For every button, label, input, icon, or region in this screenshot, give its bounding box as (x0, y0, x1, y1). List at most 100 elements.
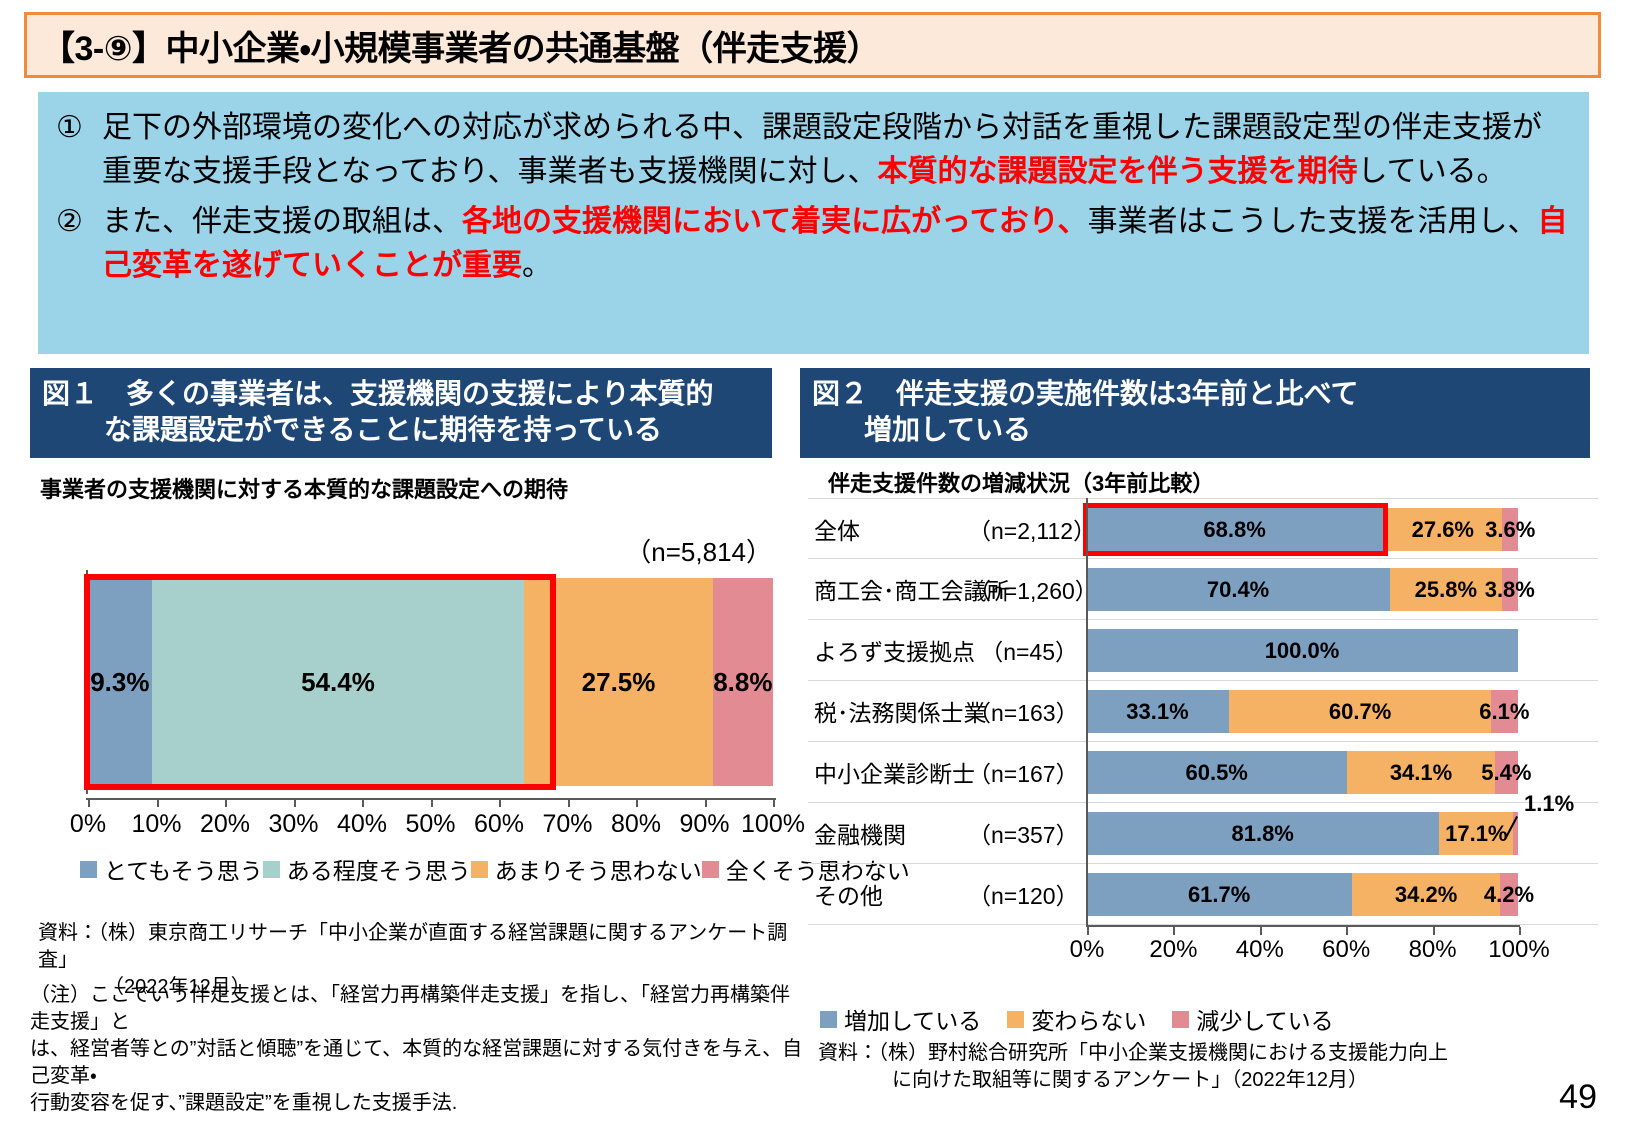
figure1-note-line3: 行動変容を促す、”課題設定”を重視した支援手法. (30, 1092, 458, 1114)
figure2-category-label: 中小企業診断士 (814, 761, 975, 787)
figure2-segment-3: 5.4% (1481, 751, 1531, 794)
summary-2-part-2: 事業者はこうした支援を活用し、 (1087, 205, 1538, 238)
figure2-tick-label: 0% (1069, 936, 1105, 963)
figure1-tick-label: 70% (542, 810, 593, 838)
figure1-segment-3: 27.5% (524, 578, 713, 786)
figure2-sample-size: （n=167） (968, 761, 1079, 787)
summary-1-part-1: 本質的な課題設定を伴う支援を期待 (877, 155, 1358, 188)
legend-swatch-icon (262, 860, 280, 878)
figure2-segment-3: 3.6% (1485, 508, 1535, 551)
figure2-header-line1: 図２ 伴走支援の実施件数は3年前と比べて (812, 378, 1359, 409)
figure2-category-label: 金融機関 (814, 822, 906, 848)
figure2-legend-item-1[interactable]: 増加している (820, 1002, 981, 1036)
figure2-segment-2: 25.8% (1390, 568, 1502, 611)
figure2-segment-label: 3.6% (1485, 516, 1536, 542)
figure2-legend-label: 減少している (1196, 1008, 1334, 1034)
figure2-legend-label: 変わらない (1031, 1008, 1147, 1034)
figure1-legend-label: ある程度そう思う (286, 858, 471, 884)
figure2-segment-1: 33.1% (1086, 690, 1229, 733)
figure1-tick (499, 798, 501, 807)
legend-swatch-icon (1172, 1010, 1190, 1028)
figure1-tick-label: 50% (405, 810, 456, 838)
figure2-x-ticks (1087, 927, 1521, 936)
figure2-segment-label: 17.1% (1445, 820, 1508, 846)
figure1-segment-3-label: 27.5% (581, 666, 656, 697)
figure1-source-line2: （2022年12月） (104, 976, 251, 998)
figure2-segment-label: 33.1% (1126, 698, 1189, 724)
figure2-tick-label: 60% (1322, 936, 1371, 963)
figure2-highlight-box (1083, 503, 1389, 556)
summary-2-part-4: 。 (522, 249, 552, 282)
figure2-tick-label: 80% (1408, 936, 1457, 963)
figure2-segment-label: 68.8% (1203, 516, 1266, 542)
figure2-segment-3 (1513, 812, 1518, 855)
figure1-legend-label: あまりそう思わない (494, 858, 702, 884)
figure1-tick (88, 798, 90, 807)
figure1-legend-item-3[interactable]: あまりそう思わない (470, 852, 702, 886)
figure2-y-axis (1086, 498, 1088, 925)
figure2-row: 税･法務関係士業 （n=163） 33.1% 60.7% 6.1% (808, 681, 1598, 742)
figure1-tick (430, 798, 433, 807)
figure2-segment-1: 61.7% (1086, 873, 1353, 916)
figure1-legend: とてもそう思う ある程度そう思う あまりそう思わない 全くそう思わない (80, 852, 910, 886)
figure1-header-line1: 図１ 多くの事業者は、支援機関の支援により本質的 (42, 378, 714, 409)
legend-swatch-icon (701, 860, 719, 878)
figure1-tick-label: 40% (336, 810, 388, 838)
figure2-row: その他 （n=120） 61.7% 34.2% 4.2% (808, 864, 1598, 925)
summary-item-1: ① 足下の外部環境の変化への対応が求められる中、課題設定段階から対話を重視した課… (56, 106, 1571, 194)
figure2-row: 中小企業診断士 （n=167） 60.5% 34.1% 5.4% (808, 742, 1598, 803)
figure2-source: 資料：（株）野村総合研究所「中小企業支援機関における支援能力向上 に向けた取組等… (818, 1040, 1608, 1094)
figure2-sample-size: （n=2,112） (968, 517, 1097, 544)
figure1-sample-size: （n=5,814） (625, 537, 772, 567)
figure1-subtitle: 事業者の支援機関に対する本質的な課題設定への期待 (40, 477, 569, 502)
figure1-note-line2: は、経営者等との”対話と傾聴”を通じて、本質的な経営課題に対する気付きを与え、自… (30, 1038, 803, 1087)
summary-item-1-text: 足下の外部環境の変化への対応が求められる中、課題設定段階から対話を重視した課題設… (102, 106, 1571, 194)
figure2-tick (1087, 927, 1089, 935)
figure1-stacked-bar: 9.3% 54.4% 27.5% 8.8% (88, 578, 773, 786)
figure2-sample-size: （n=357） (968, 822, 1079, 848)
slide-title-bar: 【3-⑨】中小企業・小規模事業者の共通基盤（伴走支援） (24, 12, 1601, 78)
figure2-segment-label: 60.5% (1185, 759, 1248, 785)
figure1-legend-item-1[interactable]: とてもそう思う (80, 852, 263, 886)
figure1-legend-item-2[interactable]: ある程度そう思う (262, 852, 471, 886)
figure2-category-label: 商工会･商工会議所 (814, 578, 1010, 604)
figure2-segment-label: 25.8% (1414, 576, 1478, 602)
figure2-tick-label: 40% (1235, 936, 1284, 963)
figure1-source-line1: 資料：（株）東京商工リサーチ「中小企業が直面する経営課題に関するアンケート調査」 (38, 922, 788, 971)
figure2-segment-2: 34.1% (1347, 751, 1495, 794)
page-title: 【3-⑨】中小企業・小規模事業者の共通基盤（伴走支援） (41, 29, 881, 68)
figure2-legend-item-3[interactable]: 減少している (1172, 1002, 1334, 1036)
figure2-row: よろず支援拠点 （n=45） 100.0% (808, 620, 1598, 681)
summary-item-1-number: ① (56, 111, 83, 144)
figure2-source-line2: に向けた取組等に関するアンケート」（2022年12月） (892, 1069, 1368, 1091)
figure2-stacked-bar: 68.8% 27.6% 3.6% (1086, 508, 1535, 551)
figure2-tick (1519, 927, 1521, 935)
figure1-note: （注）ここでいう伴走支援とは、「経営力再構築伴走支援」を指し、「経営力再構築伴走… (30, 982, 805, 1117)
figure2-category-label: 全体 (814, 517, 860, 544)
figure1-tick-label: 80% (610, 810, 662, 838)
figure1-tick (225, 798, 227, 807)
figure1-tick (362, 798, 364, 807)
figure1-tick-label: 60% (473, 810, 525, 838)
figure1-segment-2-label: 54.4% (301, 666, 375, 697)
figure1-legend-label: 全くそう思わない (725, 858, 910, 884)
figure2-legend-label: 増加している (844, 1008, 982, 1034)
figure2-segment-label: 60.7% (1328, 698, 1392, 724)
summary-1-part-2: している。 (1357, 155, 1507, 188)
figure1-tick-label: 20% (199, 810, 251, 838)
figure1-header-line2: な課題設定ができることに期待を持っている (104, 414, 663, 445)
figure2-stacked-bar: 70.4% 25.8% 3.8% (1086, 568, 1535, 611)
figure2-segment-1: 60.5% (1086, 751, 1348, 794)
figure2-segment-2: 17.1% (1439, 812, 1514, 855)
figure2-segment-label: 81.8% (1231, 820, 1294, 846)
figure2-stacked-bar: 81.8% 17.1% (1086, 812, 1518, 855)
figure2-segment-label: 61.7% (1187, 881, 1251, 907)
figure2-legend-item-2[interactable]: 変わらない (1007, 1002, 1146, 1036)
page-number: 49 (1559, 1078, 1597, 1116)
figure1-tick (773, 798, 775, 807)
figure2-outside-label: 1.1% (1524, 791, 1575, 816)
figure2-stacked-bar: 33.1% 60.7% 6.1% (1086, 690, 1529, 733)
figure1-legend-item-4[interactable]: 全くそう思わない (701, 852, 910, 886)
figure2-x-tick-labels: 0% 20% 40% 60% 80% 100% (808, 936, 1598, 968)
figure1-tick (293, 798, 296, 807)
